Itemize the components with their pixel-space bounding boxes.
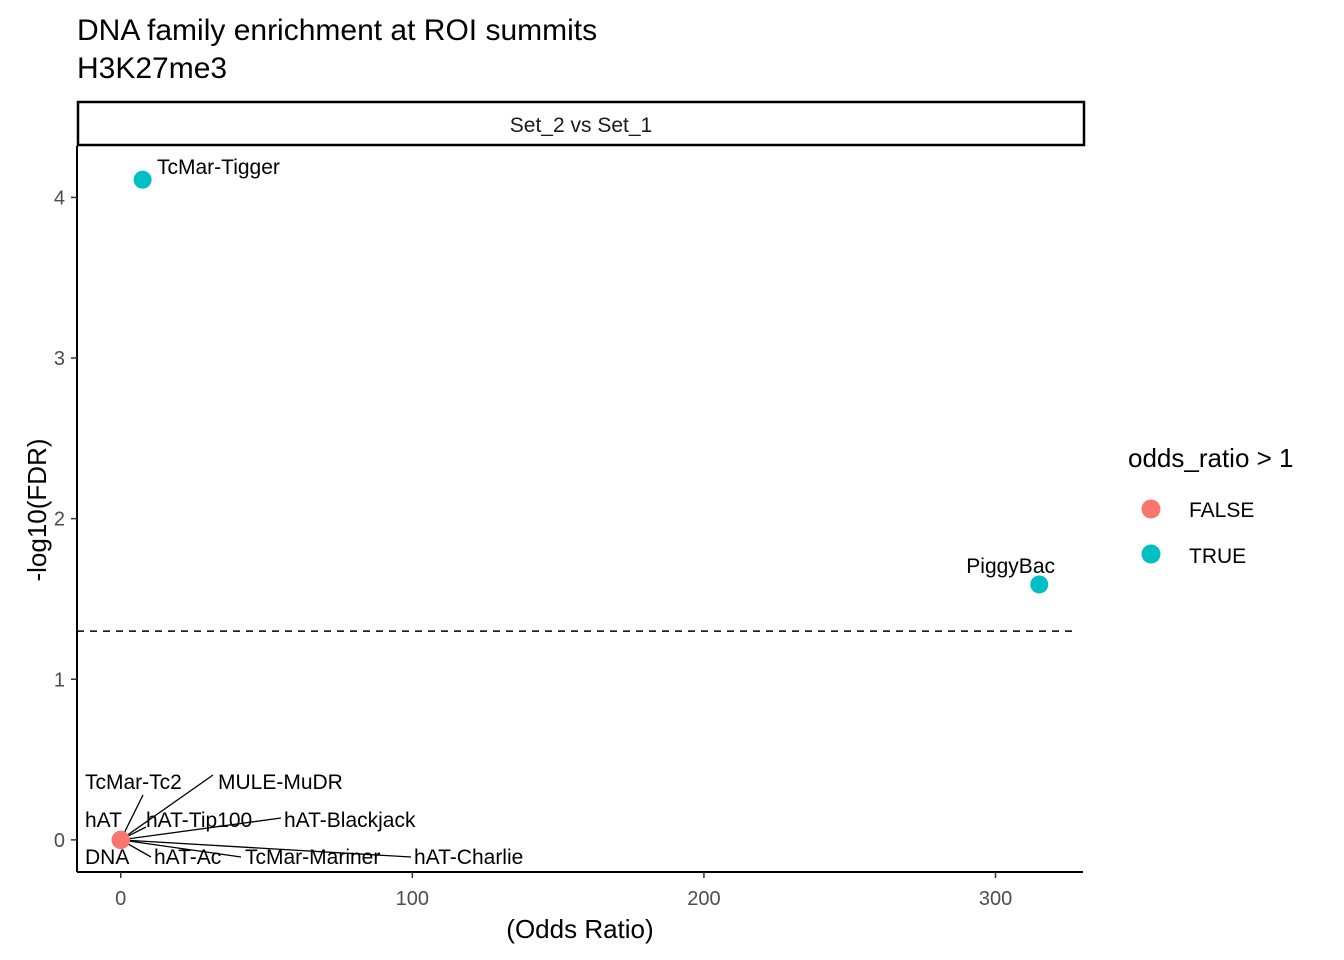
point-hat-charlie [111, 830, 130, 849]
point-label-tcmar-mariner: TcMar-Mariner [245, 846, 380, 869]
point-label-piggybac: PiggyBac [966, 555, 1055, 578]
y-tick-label: 0 [54, 830, 65, 852]
facet-strip-label: Set_2 vs Set_1 [510, 114, 652, 137]
point-label-tcmar-tc2: TcMar-Tc2 [85, 771, 182, 794]
y-tick-label: 2 [54, 509, 65, 531]
x-axis-title: (Odds Ratio) [506, 914, 653, 944]
point-label-hat-tip100: hAT-Tip100 [146, 809, 252, 832]
x-tick-label: 0 [115, 888, 126, 910]
x-tick-label: 200 [687, 888, 720, 910]
segment-hat-blackjack [120, 817, 282, 841]
point-labels: TcMar-Tigger PiggyBac DNA hAT TcMar-Tc2 MULE-… [85, 156, 1055, 869]
segment-hat-charlie [120, 839, 412, 858]
segment-tcmar-mariner [120, 839, 242, 858]
point-label-hat-blackjack: hAT-Blackjack [284, 809, 416, 832]
points-group [111, 170, 1049, 849]
legend-key-false [1141, 499, 1161, 519]
point-label-dna: DNA [85, 846, 129, 869]
segment-mule-mudr [120, 774, 214, 841]
legend-label-false: FALSE [1189, 499, 1254, 522]
y-axis-title: -log10(FDR) [22, 438, 52, 581]
chart-title: DNA family enrichment at ROI summits [77, 14, 597, 47]
x-tick-label: 300 [979, 888, 1012, 910]
y-tick-label: 1 [54, 669, 65, 691]
y-tick-label: 4 [54, 187, 65, 209]
point-label-hat-ac: hAT-Ac [154, 846, 221, 869]
chart-subtitle: H3K27me3 [77, 52, 227, 85]
x-tick-label: 100 [396, 888, 429, 910]
legend: odds_ratio > 1 FALSE TRUE [1128, 443, 1294, 568]
point-tcmar-tigger [133, 170, 152, 189]
legend-label-true: TRUE [1189, 545, 1246, 568]
legend-key-true [1141, 544, 1161, 564]
legend-title: odds_ratio > 1 [1128, 443, 1294, 473]
point-piggybac [1030, 575, 1049, 594]
plot-axes: 0 100 200 300 0 1 2 3 4 [54, 146, 1083, 910]
point-label-hat-charlie: hAT-Charlie [414, 846, 523, 869]
facet-strip [76, 100, 1086, 147]
point-label-hat: hAT [85, 809, 122, 832]
point-label-tcmar-tigger: TcMar-Tigger [157, 156, 280, 179]
y-tick-label: 3 [54, 348, 65, 370]
point-label-mule-mudr: MULE-MuDR [218, 771, 343, 794]
